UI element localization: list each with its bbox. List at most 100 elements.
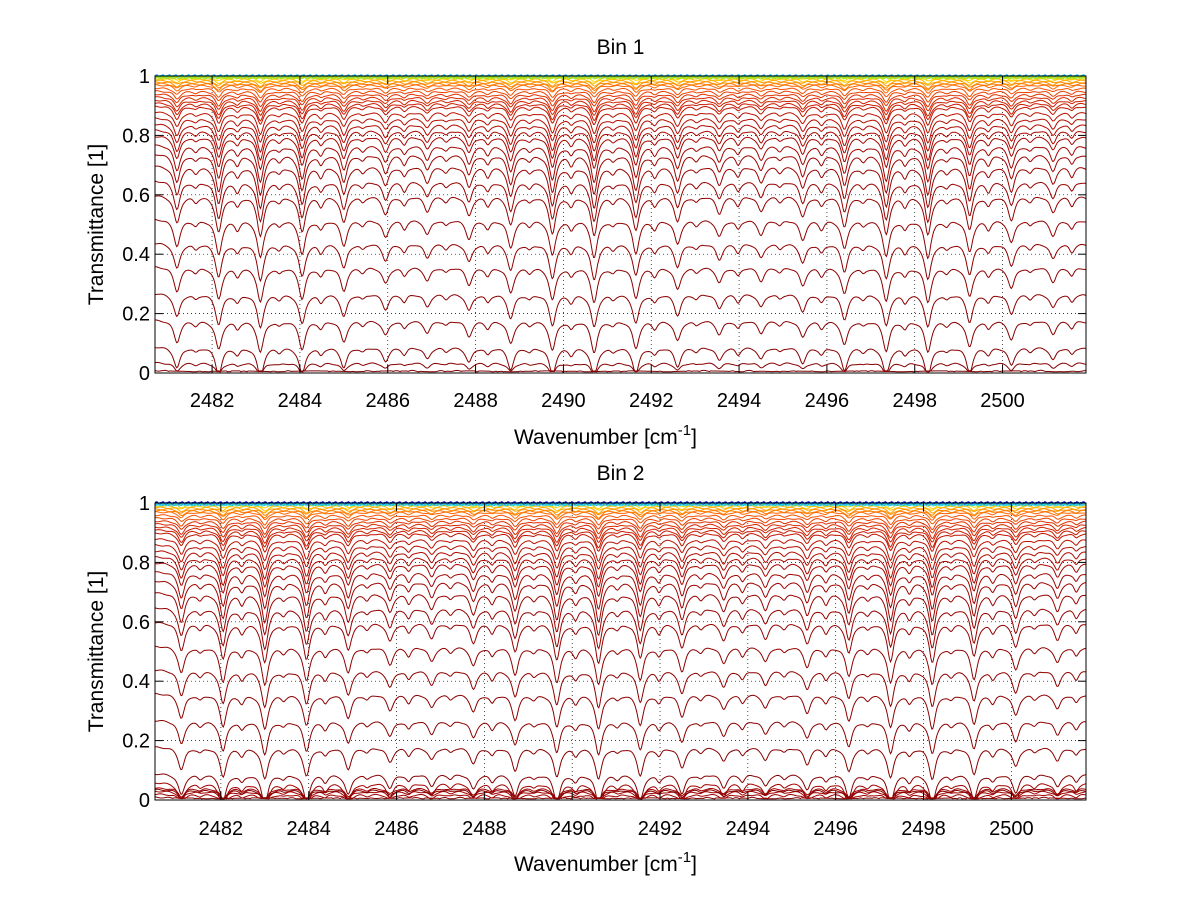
series-line [155, 526, 1086, 544]
x-tick-label: 2482 [199, 818, 244, 840]
y-tick-label: 0.8 [122, 125, 150, 147]
axes-frame [154, 502, 1087, 801]
series-line [155, 243, 1086, 283]
series-line [155, 78, 1086, 85]
x-tick-label: 2484 [278, 390, 323, 412]
series-line [155, 266, 1086, 304]
x-tick-label: 2492 [638, 818, 683, 840]
series-line [155, 511, 1086, 521]
series-line [155, 93, 1086, 108]
x-tick-label: 2498 [901, 818, 946, 840]
series-line [155, 96, 1086, 113]
series-line [155, 550, 1086, 580]
series-line [155, 773, 1086, 800]
x-tick-label: 2490 [541, 390, 586, 412]
y-tick-label: 1 [139, 66, 150, 88]
x-tick-label: 2484 [286, 818, 331, 840]
y-tick-label: 0 [139, 363, 150, 385]
x-tick-label: 2488 [462, 818, 507, 840]
series-line [155, 293, 1086, 329]
y-axis-label: Transmittance [1] [85, 144, 108, 305]
series-line [155, 514, 1086, 526]
x-axis-label: Wavenumber [cm-1] [514, 849, 697, 876]
series-line [155, 532, 1086, 553]
series-line [155, 117, 1086, 144]
series-line-top [155, 502, 1086, 507]
y-tick-label: 0 [139, 790, 150, 812]
y-tick-label: 0.6 [122, 612, 150, 634]
y-tick-label: 0.6 [122, 185, 150, 207]
y-tick-label: 0.4 [122, 671, 150, 693]
series-line [155, 102, 1086, 122]
axes-frame [154, 75, 1087, 374]
series-line [155, 607, 1086, 651]
x-tick-label: 2494 [717, 390, 762, 412]
series-line [155, 84, 1086, 94]
series-line [155, 645, 1086, 687]
x-tick-label: 2500 [980, 390, 1025, 412]
series-line [155, 746, 1086, 781]
series-line [155, 720, 1086, 757]
series-line [155, 90, 1086, 103]
series-line [155, 99, 1086, 117]
y-tick-label: 0.8 [122, 552, 150, 574]
x-axis-label: Wavenumber [cm-1] [514, 422, 697, 449]
chart-title: Bin 1 [597, 36, 645, 59]
x-tick-label: 2500 [989, 818, 1034, 840]
chart-title: Bin 2 [597, 462, 645, 485]
series-line [155, 523, 1086, 540]
series-line [155, 319, 1086, 354]
x-tick-label: 2496 [813, 818, 858, 840]
series-line [155, 123, 1086, 153]
x-tick-label: 2492 [629, 390, 674, 412]
x-tick-label: 2486 [374, 818, 419, 840]
series-line [155, 154, 1086, 197]
x-tick-label: 2490 [550, 818, 595, 840]
series-line [155, 129, 1086, 162]
series-line [155, 105, 1086, 126]
series-line [155, 692, 1086, 731]
x-tick-label: 2498 [892, 390, 937, 412]
x-tick-label: 2496 [805, 390, 850, 412]
series-line [155, 81, 1086, 90]
series-line [155, 82, 1086, 92]
y-tick-label: 1 [139, 493, 150, 515]
series-line [155, 361, 1086, 373]
series-line [155, 87, 1086, 99]
series-line [155, 136, 1086, 171]
series-line [155, 529, 1086, 549]
series-line [155, 509, 1086, 519]
series-line [155, 520, 1086, 535]
y-axis-label: Transmittance [1] [85, 571, 108, 732]
series-group [155, 501, 1086, 800]
series-line [155, 516, 1086, 531]
x-tick-label: 2482 [190, 390, 235, 412]
series-line [155, 538, 1086, 563]
chart-panel-2: 2482 2484 2486 2488 2490 2492 2494 2496 2498 2500… [85, 462, 1087, 876]
series-line [155, 592, 1086, 637]
series-line [155, 556, 1086, 589]
series-line [155, 508, 1086, 516]
series-line [155, 669, 1086, 709]
series-line [155, 580, 1086, 624]
series-line [155, 218, 1086, 260]
y-tick-label: 0.4 [122, 244, 150, 266]
series-line [155, 562, 1086, 598]
chart-panel-1: 2482 2484 2486 2488 2490 2492 2494 2496 2498 2500… [85, 36, 1087, 449]
series-line [155, 571, 1086, 610]
series-line [155, 180, 1086, 224]
series-line [155, 621, 1086, 665]
series-line [155, 144, 1086, 184]
x-tick-label: 2486 [366, 390, 411, 412]
series-line [155, 165, 1086, 210]
y-tick-label: 0.2 [122, 731, 150, 753]
series-line-top [155, 75, 1086, 80]
x-tick-label: 2488 [453, 390, 498, 412]
series-line [155, 347, 1086, 373]
series-line [155, 544, 1086, 571]
series-line [155, 111, 1086, 136]
series-line [155, 505, 1086, 512]
series-line [155, 195, 1086, 238]
